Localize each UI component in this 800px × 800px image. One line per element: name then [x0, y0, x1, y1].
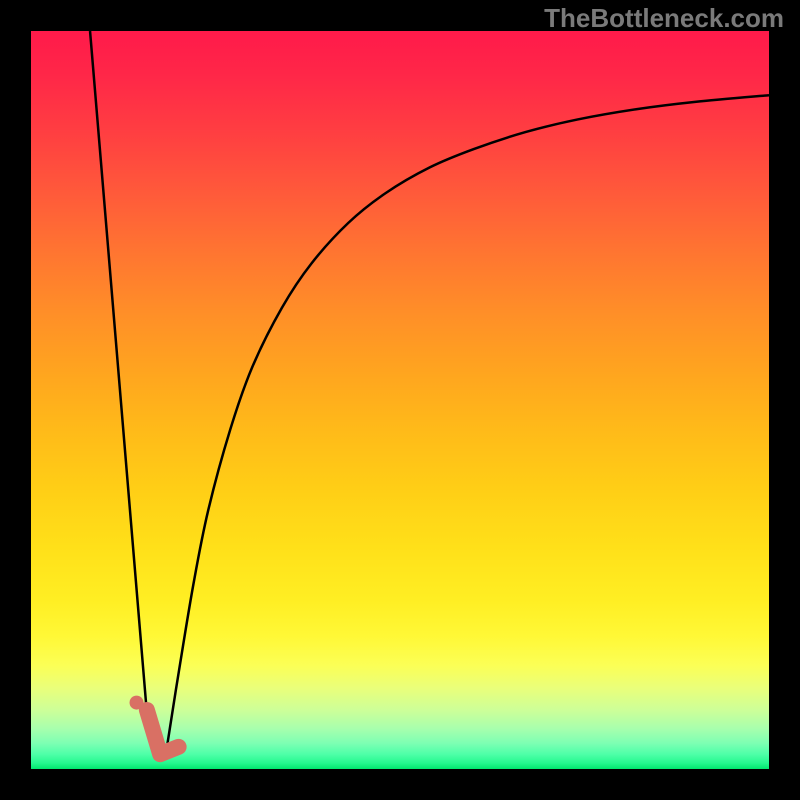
watermark-text: TheBottleneck.com [544, 3, 784, 34]
plot-area [31, 31, 769, 769]
figure-root: TheBottleneck.com [0, 0, 800, 800]
gradient-background [31, 31, 769, 769]
